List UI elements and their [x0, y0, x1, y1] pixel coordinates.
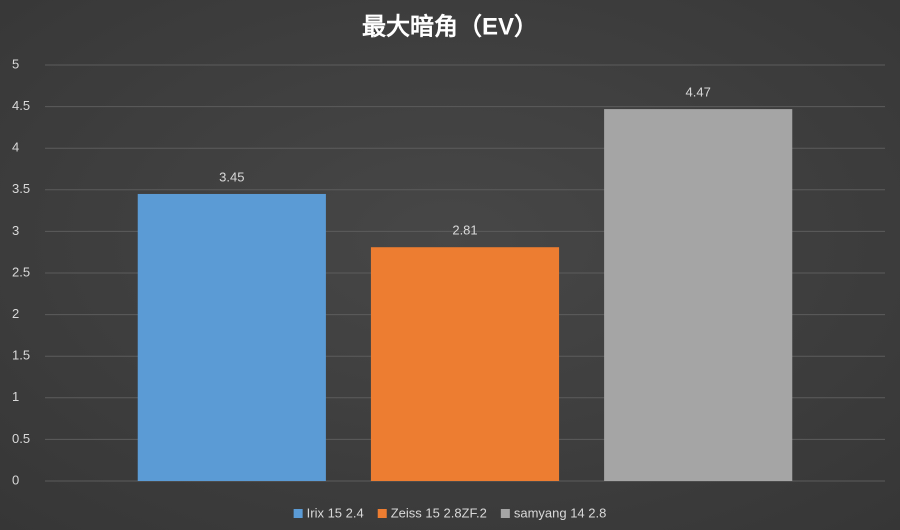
legend-swatch	[377, 509, 387, 518]
y-tick-label: 2.5	[12, 264, 30, 279]
data-label: 3.45	[219, 169, 244, 184]
data-label: 4.47	[686, 85, 711, 100]
y-tick-label: 0	[12, 472, 19, 487]
y-tick-label: 3	[12, 223, 19, 238]
y-tick-label: 4	[12, 140, 19, 155]
legend-swatch	[500, 509, 510, 518]
legend-label: samyang 14 2.8	[514, 505, 607, 520]
y-tick-label: 1.5	[12, 348, 30, 363]
bar	[370, 247, 560, 481]
y-tick-label: 1	[12, 389, 19, 404]
legend-label: Zeiss 15 2.8ZF.2	[391, 505, 487, 520]
y-tick-label: 3.5	[12, 181, 30, 196]
legend-swatch	[293, 509, 303, 518]
chart-title: 最大暗角（EV）	[362, 12, 538, 40]
data-label: 2.81	[452, 223, 477, 238]
y-tick-label: 5	[12, 56, 19, 71]
legend-label: Irix 15 2.4	[307, 505, 364, 520]
y-tick-label: 0.5	[12, 431, 30, 446]
bar	[137, 193, 326, 481]
y-tick-label: 4.5	[12, 98, 30, 113]
y-tick-label: 2	[12, 306, 19, 321]
bar	[604, 109, 793, 481]
